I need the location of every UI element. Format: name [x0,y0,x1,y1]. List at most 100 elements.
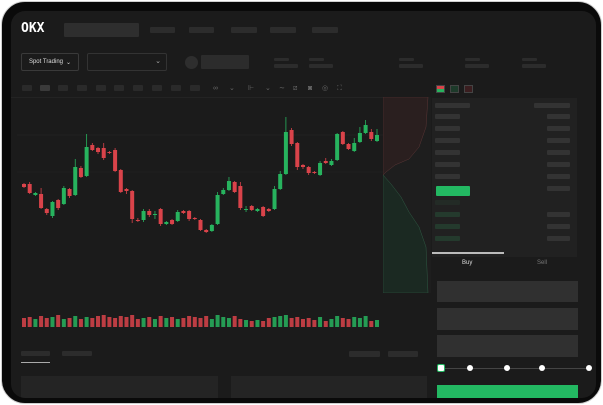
bottom-action[interactable] [349,351,380,357]
candle [141,211,146,220]
candle [192,218,197,219]
nav-item[interactable] [312,27,338,33]
slider-step-75[interactable] [539,365,545,371]
candle [266,209,271,211]
volume-bar [249,321,254,327]
chevron-down-icon: ⌄ [66,59,72,66]
ask-size [547,138,570,143]
okx-logo[interactable]: OKX [21,21,45,36]
tab-order-history[interactable] [62,351,92,356]
spot-trading-dropdown[interactable]: Spot Trading ⌄ [21,53,79,71]
bids-only-icon[interactable] [450,85,459,93]
candle [56,200,61,208]
volume-bar [346,319,351,327]
ruler-icon[interactable]: ⧄ [293,85,298,92]
volume-bar [56,315,61,327]
ask-price [435,174,460,179]
candle [346,144,351,149]
nav-item[interactable] [270,27,296,33]
slider-step-25[interactable] [467,365,473,371]
timeframe-button[interactable] [133,85,143,91]
volume-bar [84,317,89,327]
volume-bar [118,316,123,327]
candle [44,209,49,213]
camera-icon[interactable]: ◙ [308,85,313,92]
chevron-down-icon[interactable]: ⌄ [229,85,235,92]
timeframe-button[interactable] [171,85,181,91]
candle [67,189,72,196]
both-sides-icon[interactable] [436,85,445,93]
ask-price [435,126,460,131]
spot-trading-label: Spot Trading [28,59,63,65]
timeframe-button[interactable] [77,85,87,91]
buy-button[interactable] [437,385,578,398]
timeframe-button[interactable] [40,85,50,91]
app-screen: OKX Spot Trading ⌄ ⌄ ∞ ⌄ ⊩ ⌄ ∼ ⧄ ◙ ◎ ⛶ [11,11,596,398]
timeframe-button[interactable] [152,85,162,91]
volume-bar [73,316,78,327]
volume-bar [244,320,249,327]
bid-price [435,212,460,217]
indicator-icon[interactable]: ∞ [213,85,218,92]
volume-bar [375,320,379,327]
tab-sell[interactable]: Sell [537,260,548,266]
nav-item[interactable] [189,27,214,33]
line-icon[interactable]: ∼ [279,85,285,92]
volume-bar [261,321,266,327]
chevron-down-icon[interactable]: ⌄ [265,85,271,92]
candle [152,214,157,215]
volume-bar [187,316,192,327]
drawing-icon[interactable]: ⊩ [248,85,255,92]
orderbook-header [435,103,470,108]
percent-slider[interactable] [441,368,591,369]
bid-price [435,224,460,229]
ask-price [435,150,460,155]
nav-item[interactable] [231,27,257,33]
orderbook-view-toggle [436,85,473,93]
volume-bar [306,318,311,327]
candle [198,220,203,230]
candle [135,220,140,221]
volume-bar [300,319,305,327]
volume-bar [96,316,101,327]
asks-only-icon[interactable] [464,85,473,93]
pair-selector[interactable]: ⌄ [87,53,167,71]
tab-open-orders[interactable] [21,351,50,356]
timeframe-button[interactable] [22,85,32,91]
total-input[interactable] [437,335,578,357]
candle [107,152,112,153]
settings-icon[interactable]: ◎ [322,85,329,92]
fullscreen-icon[interactable]: ⛶ [337,85,342,92]
candle [238,186,243,208]
candle [130,191,135,219]
price-input[interactable] [437,281,578,302]
volume-bar [181,318,186,327]
volume-bar [192,317,197,327]
candle [33,193,38,195]
candle [272,189,277,209]
candle [27,184,32,193]
candlestick-chart[interactable] [11,11,431,341]
slider-step-50[interactable] [504,365,510,371]
bottom-action[interactable] [388,351,418,357]
nav-item[interactable] [150,27,175,33]
stat-value [274,64,298,68]
candle [283,132,288,174]
volume-bar [170,317,175,327]
timeframe-button[interactable] [58,85,68,91]
slider-step-100[interactable] [586,365,592,371]
amount-input[interactable] [437,308,578,330]
candle [209,225,214,231]
candle [289,130,294,144]
timeframe-button[interactable] [114,85,124,91]
volume-bar [198,318,203,327]
timeframe-button[interactable] [96,85,106,91]
tab-buy[interactable]: Buy [462,260,473,266]
candle [329,161,334,165]
candle [226,181,231,190]
volume-bar [363,316,368,327]
timeframe-button[interactable] [190,85,200,91]
search-bar[interactable] [64,23,139,37]
slider-handle[interactable] [437,364,445,372]
candle [61,188,66,204]
